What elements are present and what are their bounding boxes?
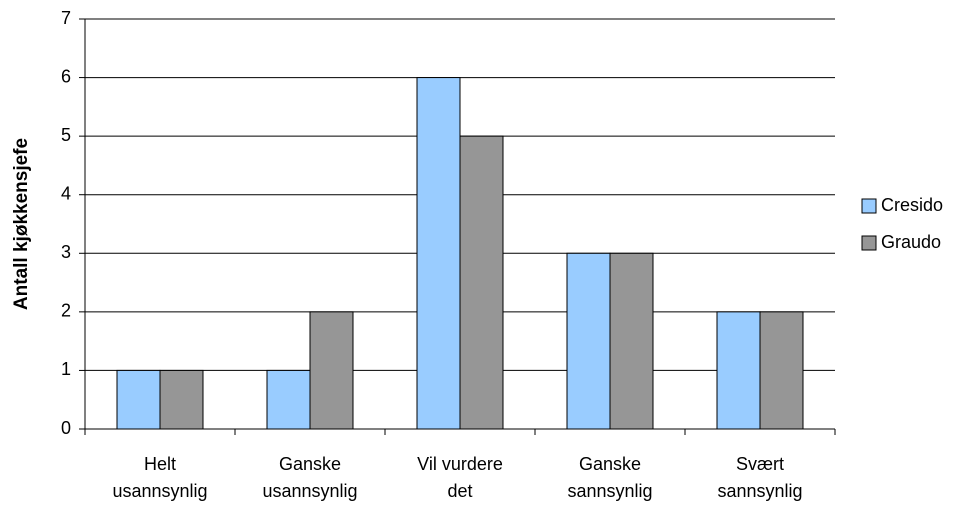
y-tick-label: 4 — [61, 183, 71, 203]
x-tick-label: sannsynlig — [567, 481, 652, 501]
legend-label: Cresido — [881, 195, 943, 215]
x-tick-label: sannsynlig — [717, 481, 802, 501]
legend-label: Graudo — [881, 232, 941, 252]
y-tick-label: 1 — [61, 359, 71, 379]
y-tick-label: 7 — [61, 8, 71, 28]
x-tick-label: Helt — [144, 454, 176, 474]
bar — [459, 135, 504, 430]
x-tick-label: det — [447, 481, 472, 501]
bar — [309, 311, 354, 430]
y-tick-label: 3 — [61, 242, 71, 262]
bar — [566, 252, 611, 430]
x-tick-label: Ganske — [579, 454, 641, 474]
bar — [759, 311, 804, 430]
bar — [116, 369, 161, 430]
y-tick-label: 6 — [61, 66, 71, 86]
x-tick-label: Ganske — [279, 454, 341, 474]
y-tick-label: 2 — [61, 301, 71, 321]
bar — [416, 77, 461, 430]
bar — [609, 252, 654, 430]
x-tick-label: Vil vurdere — [417, 454, 503, 474]
x-tick-label: Svært — [736, 454, 784, 474]
x-tick-label: usannsynlig — [262, 481, 357, 501]
y-axis-label: Antall kjøkkensjefe — [11, 138, 32, 310]
y-tick-label: 0 — [61, 418, 71, 438]
bar — [159, 369, 204, 430]
bar — [266, 369, 311, 430]
x-tick-label: usannsynlig — [112, 481, 207, 501]
y-tick-label: 5 — [61, 125, 71, 145]
legend-swatch — [861, 198, 877, 214]
legend-swatch — [861, 235, 877, 251]
bar — [716, 311, 761, 430]
